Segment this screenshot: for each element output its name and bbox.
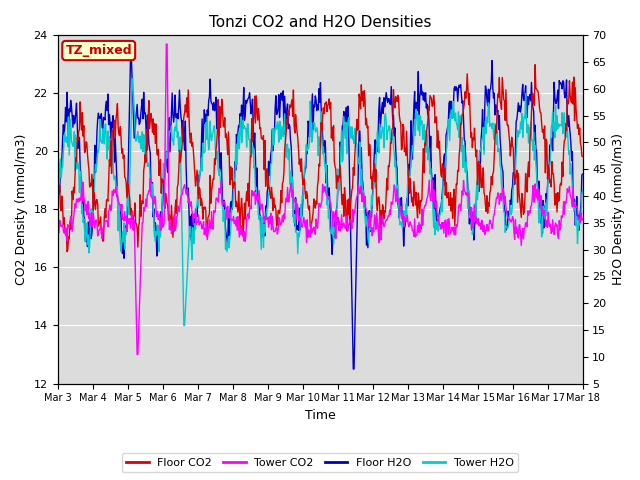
Text: TZ_mixed: TZ_mixed xyxy=(65,44,132,57)
Legend: Floor CO2, Tower CO2, Floor H2O, Tower H2O: Floor CO2, Tower CO2, Floor H2O, Tower H… xyxy=(122,453,518,472)
X-axis label: Time: Time xyxy=(305,409,335,422)
Title: Tonzi CO2 and H2O Densities: Tonzi CO2 and H2O Densities xyxy=(209,15,431,30)
Y-axis label: CO2 Density (mmol/m3): CO2 Density (mmol/m3) xyxy=(15,134,28,285)
Y-axis label: H2O Density (mmol/m3): H2O Density (mmol/m3) xyxy=(612,133,625,286)
